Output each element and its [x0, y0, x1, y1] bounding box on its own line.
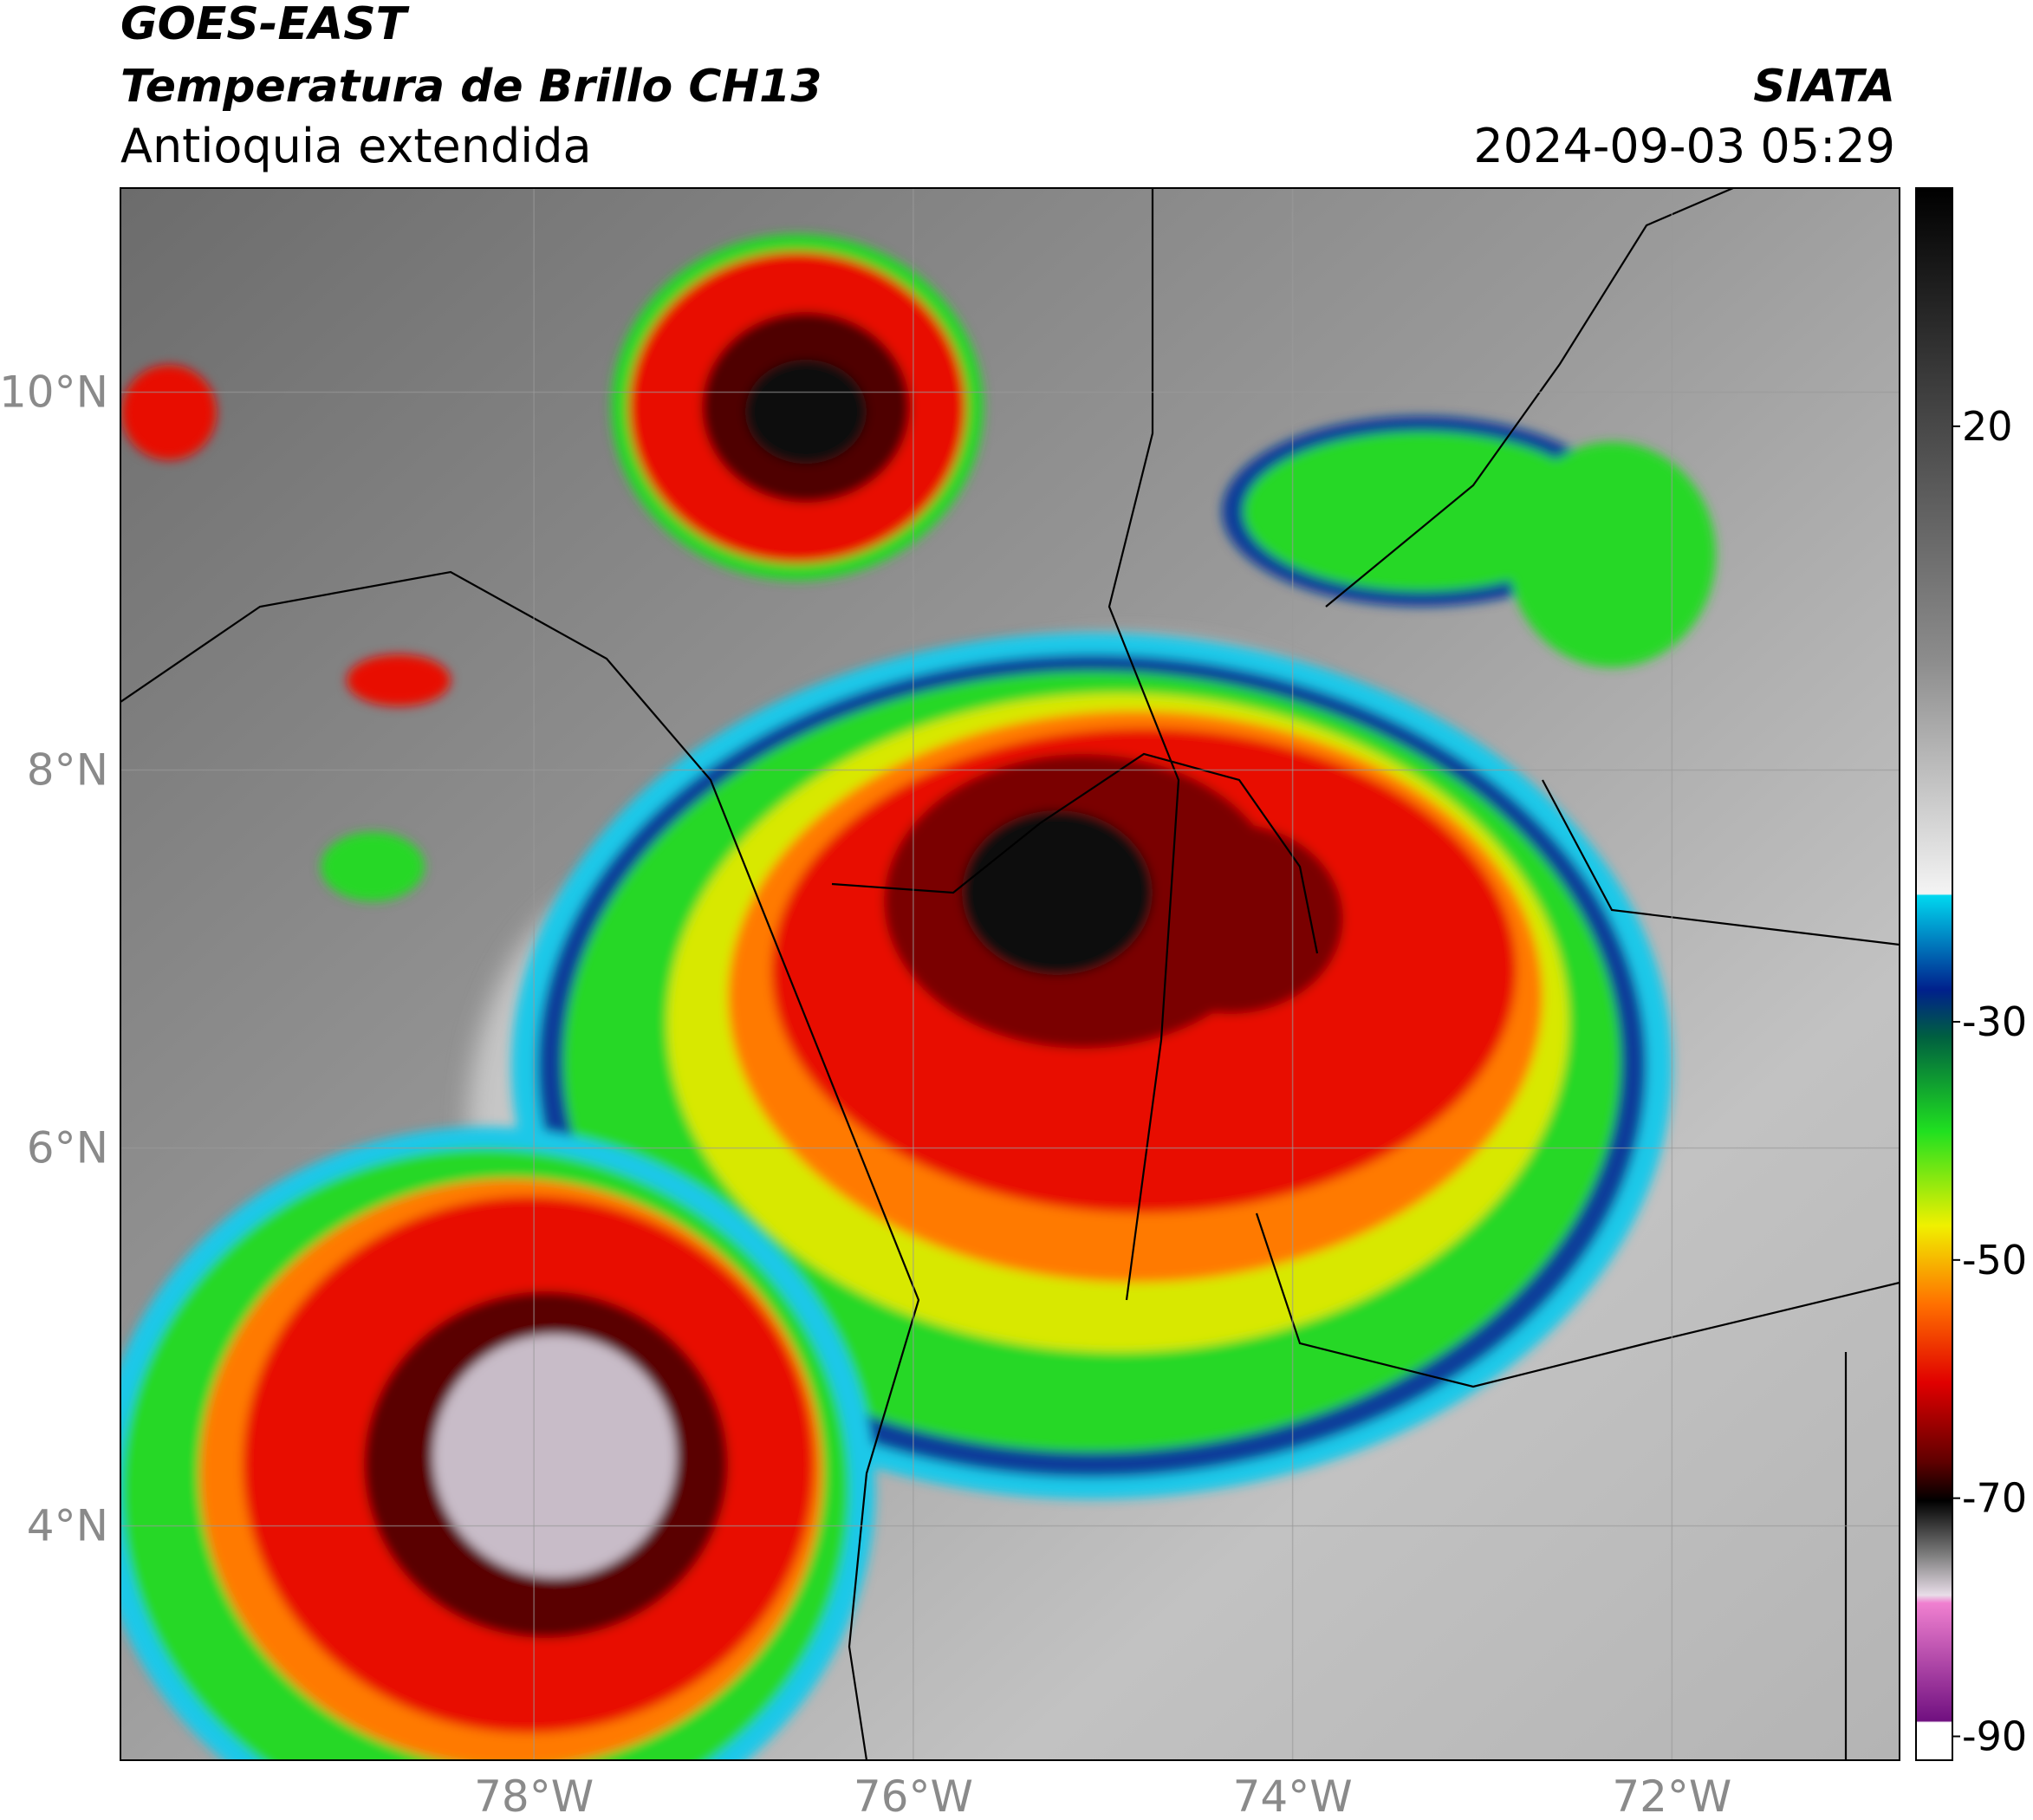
x-tick-label: 76°W [854, 1771, 973, 1820]
x-tick-label: 78°W [474, 1771, 594, 1820]
source-label: SIATA [1753, 61, 1895, 113]
colorbar-tick-label: -70 [1962, 1475, 2027, 1522]
x-tick-label: 72°W [1612, 1771, 1731, 1820]
tick-layer: 78°W 76°W 74°W 72°W 4°N 6°N 8°N 10°N 20 -30 -50 -70… [0, 367, 2027, 1820]
region-subtitle: Antioquia extendida [120, 119, 592, 173]
y-tick-label: 6°N [27, 1123, 108, 1173]
border-line [1542, 779, 1900, 946]
coastline [120, 570, 920, 1760]
map-frame [120, 187, 1900, 1761]
x-tick-label: 74°W [1233, 1771, 1353, 1820]
border-line [1325, 188, 1734, 608]
y-tick-label: 8°N [27, 745, 108, 796]
storm-cells [120, 234, 1716, 1760]
datetime-label: 2024-09-03 05:29 [1473, 119, 1895, 173]
map-image [120, 188, 1900, 1760]
y-tick-label: 4°N [27, 1501, 108, 1551]
y-tick-label: 10°N [0, 367, 108, 417]
border-line [831, 752, 1319, 954]
colorbar-tick-label: -50 [1962, 1237, 2027, 1284]
colorbar-tick-label: 20 [1962, 403, 2013, 450]
border-line [1255, 1212, 1900, 1388]
colorbar-tick-label: -90 [1962, 1713, 2027, 1760]
product-title: Temperatura de Brillo CH13 [120, 61, 822, 113]
graticule [120, 188, 1900, 1760]
colorbar-tick-label: -30 [1962, 998, 2027, 1045]
colorbar [1915, 187, 1953, 1761]
satellite-title: GOES-EAST [120, 0, 410, 50]
